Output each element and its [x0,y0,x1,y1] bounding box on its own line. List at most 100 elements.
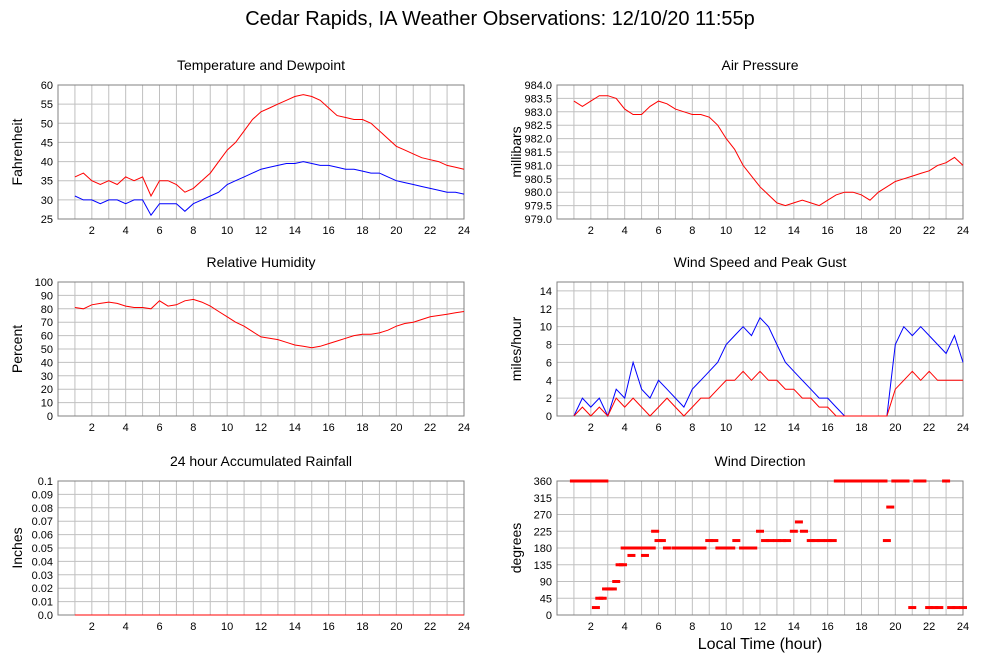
data-point [651,529,660,533]
data-point [908,606,917,610]
x-tick-label: 6 [655,422,661,434]
x-tick-label: 14 [788,225,800,237]
y-axis-label: Fahrenheit [9,118,25,185]
x-tick-label: 22 [424,621,436,633]
x-tick-label: 24 [458,225,470,237]
x-tick-label: 6 [156,621,162,633]
plot-frame [556,480,964,616]
y-tick-label: 100 [35,277,53,289]
data-point [612,580,621,583]
x-tick-label: 14 [289,422,301,434]
data-point [679,546,688,550]
x-axis-title: Local Time (hour) [697,636,823,653]
data-point [794,520,803,524]
x-tick-label: 14 [289,621,301,633]
x-tick-label: 4 [123,422,129,434]
x-tick-label: 16 [822,621,834,633]
data-point [647,546,656,550]
x-tick-label: 20 [889,225,901,237]
y-tick-label: 979.0 [524,214,552,226]
data-point [850,479,859,483]
x-tick-label: 12 [754,621,766,633]
x-tick-label: 2 [588,422,594,434]
y-tick-label: 40 [41,357,53,369]
y-tick-label: 0.0 [38,610,53,622]
x-tick-label: 10 [221,225,233,237]
x-tick-label: 6 [156,422,162,434]
y-axis-label: millibars [508,126,524,177]
x-tick-label: 6 [655,225,661,237]
y-tick-label: 90 [41,290,53,302]
y-tick-label: 0.01 [32,597,53,609]
y-tick-label: 20 [41,384,53,396]
data-point [845,479,854,483]
y-tick-label: 90 [540,577,552,589]
x-tick-label: 2 [588,621,594,633]
data-point [833,479,842,483]
data-point [952,606,961,610]
x-tick-label: 10 [720,621,732,633]
x-tick-label: 12 [255,225,267,237]
x-tick-label: 8 [190,621,196,633]
x-tick-label: 24 [957,422,969,434]
x-tick-label: 4 [123,225,129,237]
x-tick-label: 24 [458,422,470,434]
y-tick-label: 35 [41,176,53,188]
data-point [874,479,883,483]
data-point [935,606,944,610]
y-tick-label: 55 [41,99,53,111]
data-point [608,587,617,591]
x-tick-label: 2 [89,621,95,633]
y-tick-label: 70 [41,317,53,329]
y-tick-label: 6 [546,357,552,369]
y-tick-label: 30 [41,195,53,207]
data-point [598,596,607,600]
data-point [879,479,888,483]
y-tick-label: 360 [534,476,552,488]
data-point [896,479,905,483]
data-point [761,539,770,543]
y-tick-label: 60 [41,80,53,92]
x-tick-label: 4 [123,621,129,633]
data-point [624,546,633,550]
y-tick-label: 25 [41,214,53,226]
panel-title: Relative Humidity [207,254,316,270]
data-point [901,479,910,483]
data-point [823,539,832,543]
x-tick-label: 18 [356,225,368,237]
data-point [789,529,798,533]
data-point [867,479,876,483]
y-tick-label: 180 [534,543,552,555]
data-point [688,546,697,550]
page-title: Cedar Rapids, IA Weather Observations: 1… [245,8,755,30]
data-point [569,479,578,483]
y-tick-label: 8 [546,340,552,352]
x-tick-label: 2 [89,225,95,237]
x-tick-label: 12 [754,422,766,434]
plot-frame [57,281,465,417]
data-point [591,606,600,610]
x-tick-label: 22 [923,621,935,633]
y-axis-label: Inches [9,527,25,568]
y-tick-label: 0.1 [38,476,53,488]
x-tick-label: 10 [221,422,233,434]
y-tick-label: 0.07 [32,516,53,528]
data-point [891,479,900,483]
x-tick-label: 20 [390,422,402,434]
y-axis-label: Percent [9,325,25,373]
y-tick-label: 0.08 [32,503,53,515]
data-point [640,553,649,557]
y-tick-label: 0 [546,610,552,622]
data-point [749,546,758,550]
x-tick-label: 16 [323,422,335,434]
data-point [590,479,599,483]
data-point [806,539,815,543]
y-tick-label: 0.09 [32,489,53,501]
panel-title: Air Pressure [721,57,798,73]
series-line-0 [573,316,964,418]
data-point [657,539,666,543]
y-tick-label: 983.0 [524,107,552,119]
